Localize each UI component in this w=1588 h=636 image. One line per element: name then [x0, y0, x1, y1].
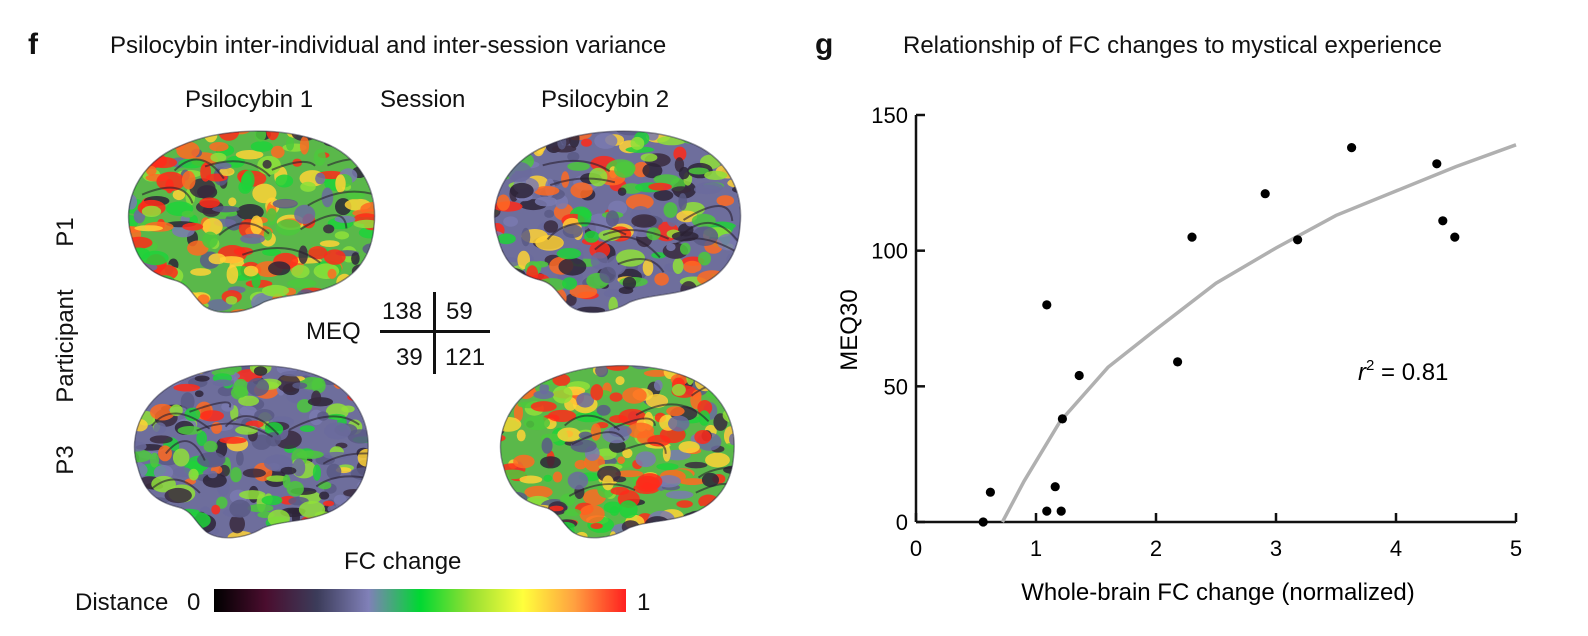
data-point [1187, 232, 1197, 242]
panel-f-letter: f [28, 28, 38, 61]
data-point [1347, 143, 1357, 153]
data-point [1050, 482, 1060, 492]
row-label-participant: Participant [52, 289, 79, 403]
data-point [1042, 506, 1052, 516]
data-point [1042, 300, 1052, 310]
column-header-psilocybin-1: Psilocybin 1 [185, 86, 314, 113]
panel-g-letter: g [815, 28, 834, 61]
column-header-session: Session [380, 86, 466, 113]
plot-axes [914, 115, 1516, 524]
colorbar-title: FC change [344, 548, 462, 575]
data-point [985, 487, 995, 497]
r-exponent: 2 [1366, 357, 1374, 374]
x-tick-label: 1 [1030, 536, 1042, 561]
data-point [1293, 235, 1303, 245]
data-point [1056, 506, 1066, 516]
brain-map-p3-psilocybin-2 [499, 364, 735, 539]
data-point [1432, 159, 1442, 169]
data-point [1260, 189, 1270, 199]
data-points [978, 143, 1460, 527]
row-label-p1: P1 [52, 217, 79, 247]
panel-g-title: Relationship of FC changes to mystical e… [903, 32, 1442, 59]
y-tick-label: 50 [884, 374, 908, 399]
x-axis-label: Whole-brain FC change (normalized) [1021, 579, 1415, 606]
x-tick-label: 4 [1390, 536, 1402, 561]
data-point [1173, 357, 1183, 367]
data-point [1450, 232, 1460, 242]
r-squared-annotation: r2 = 0.81 [1358, 357, 1448, 386]
meq-label: MEQ [306, 318, 361, 345]
x-tick-label: 2 [1150, 536, 1162, 561]
meq-p1-psilocybin-1: 138 [382, 298, 423, 325]
meq-p1-psilocybin-2: 59 [446, 298, 473, 325]
colorbar-label: Distance [75, 589, 169, 616]
data-point [978, 517, 988, 527]
y-axis-label: MEQ30 [836, 289, 863, 370]
x-tick-label: 0 [910, 536, 922, 561]
colorbar-max-label: 1 [637, 589, 651, 616]
y-tick-label: 100 [871, 239, 908, 264]
x-tick-label: 3 [1270, 536, 1282, 561]
x-tick-label: 5 [1510, 536, 1522, 561]
y-tick-label: 0 [896, 510, 908, 535]
fit-curve [1000, 143, 1517, 523]
meq-p3-psilocybin-2: 121 [445, 344, 486, 371]
panel-f-title: Psilocybin inter-individual and inter-se… [110, 32, 667, 59]
data-point [1438, 216, 1448, 226]
column-header-psilocybin-2: Psilocybin 2 [541, 86, 670, 113]
colorbar-min-label: 0 [187, 589, 201, 616]
brain-map-p1-psilocybin-1 [127, 130, 376, 314]
meq-vertical-divider [433, 292, 436, 374]
data-point [1057, 414, 1067, 424]
data-point [1074, 370, 1084, 381]
brain-map-p3-psilocybin-1 [133, 364, 369, 539]
r-value: = 0.81 [1374, 359, 1448, 386]
y-tick-label: 150 [871, 103, 908, 128]
colorbar-gradient [214, 589, 626, 612]
row-label-p3: P3 [52, 445, 79, 475]
r-symbol: r [1358, 359, 1367, 386]
brain-map-p1-psilocybin-2 [493, 130, 742, 314]
meq-p3-psilocybin-1: 39 [396, 344, 423, 371]
